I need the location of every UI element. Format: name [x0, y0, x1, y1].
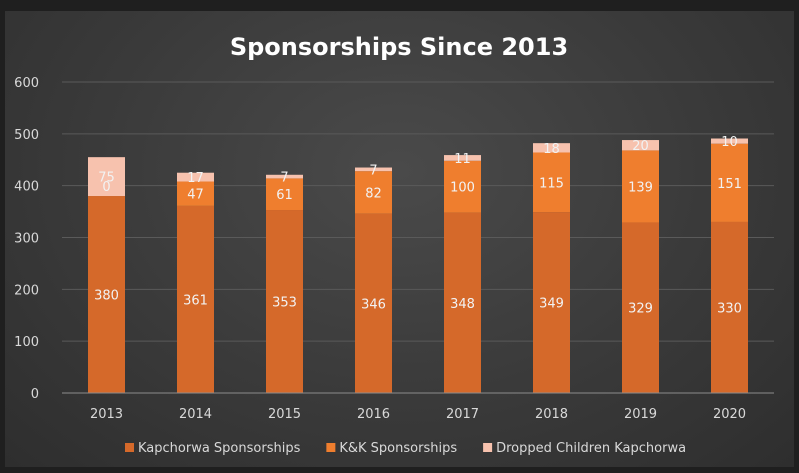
data-label: 11 — [454, 152, 471, 167]
data-label: 20 — [632, 139, 649, 154]
data-label: 82 — [365, 186, 382, 201]
bar-segment — [177, 181, 214, 206]
x-tick-label: 2014 — [179, 407, 212, 422]
x-tick-label: 2013 — [90, 407, 123, 422]
data-label: 18 — [543, 142, 560, 157]
y-tick-label: 600 — [14, 76, 39, 91]
data-label: 348 — [450, 297, 475, 312]
bar-segment — [622, 150, 659, 223]
bar-segment — [711, 138, 748, 144]
data-label: 47 — [187, 188, 204, 203]
bar-segment — [177, 172, 214, 182]
data-label: 346 — [361, 297, 386, 312]
bar-segment — [622, 222, 659, 393]
y-tick-label: 400 — [14, 180, 39, 195]
data-label: 75 — [98, 171, 115, 186]
legend-swatch — [125, 443, 134, 452]
data-label: 353 — [272, 296, 297, 311]
chart-title: Sponsorships Since 2013 — [230, 33, 568, 61]
data-label: 17 — [187, 171, 204, 186]
bar-segment — [266, 174, 303, 179]
data-label: 115 — [539, 176, 564, 191]
bar-segment — [355, 171, 392, 214]
x-tick-label: 2017 — [446, 407, 479, 422]
bar-segment — [355, 167, 392, 172]
y-tick-label: 0 — [31, 387, 39, 402]
data-label: 61 — [276, 188, 293, 203]
x-tick-label: 2019 — [624, 407, 657, 422]
bar-segment — [88, 196, 125, 393]
bar-segment — [355, 213, 392, 393]
data-label: 139 — [628, 180, 653, 195]
bar-segment — [444, 155, 481, 161]
data-label: 7 — [280, 171, 288, 186]
bar-segment — [711, 143, 748, 222]
data-labels: 380 075 361 47 17 353 61 7 346 82 7 348 100 11 349 115 1… — [94, 135, 742, 317]
legend-label: Dropped Children Kapchorwa — [496, 441, 686, 456]
bar-segment — [177, 205, 214, 393]
x-tick-label: 2016 — [357, 407, 390, 422]
bar-segment — [533, 143, 570, 153]
data-label: 151 — [717, 177, 742, 192]
bar-segment — [444, 212, 481, 393]
bar-segment — [533, 152, 570, 213]
bar-segment — [266, 210, 303, 393]
x-tick-label: 2020 — [713, 407, 746, 422]
bar-segment — [711, 221, 748, 393]
data-label: 100 — [450, 181, 475, 196]
bar-segment — [533, 212, 570, 393]
bar-segment — [622, 140, 659, 151]
legend-swatch — [483, 443, 493, 452]
legend-swatch — [326, 443, 336, 452]
y-tick-label: 200 — [14, 283, 39, 298]
data-label: 349 — [539, 297, 564, 312]
bar-segment — [266, 178, 303, 211]
y-tick-label: 300 — [14, 232, 39, 247]
data-label: 7 — [369, 163, 377, 178]
bar-segment — [88, 157, 125, 197]
data-label: 380 — [94, 289, 119, 304]
bar-segment — [444, 160, 481, 213]
gridlines — [62, 81, 774, 342]
bars — [88, 138, 748, 393]
x-tick-label: 2018 — [535, 407, 568, 422]
data-label: 10 — [721, 135, 738, 150]
x-tick-label: 2015 — [268, 407, 301, 422]
stacked-bar-chart: Sponsorships Since 2013 3800753614717353… — [14, 33, 774, 456]
legend: Kapchorwa Sponsorships K&K Sponsorships Dr… — [125, 441, 686, 456]
legend-label: Kapchorwa Sponsorships — [138, 441, 301, 456]
data-label: 361 — [183, 293, 208, 308]
data-label: 329 — [628, 302, 653, 317]
data-label: 330 — [717, 301, 742, 316]
y-tick-label: 100 — [14, 335, 39, 350]
chart-area: Sponsorships Since 2013 380 0 75 361 47 17 353… — [5, 11, 794, 467]
y-tick-label: 500 — [14, 128, 39, 143]
data-label: 0 — [102, 180, 110, 195]
legend-label: K&K Sponsorships — [339, 441, 457, 456]
